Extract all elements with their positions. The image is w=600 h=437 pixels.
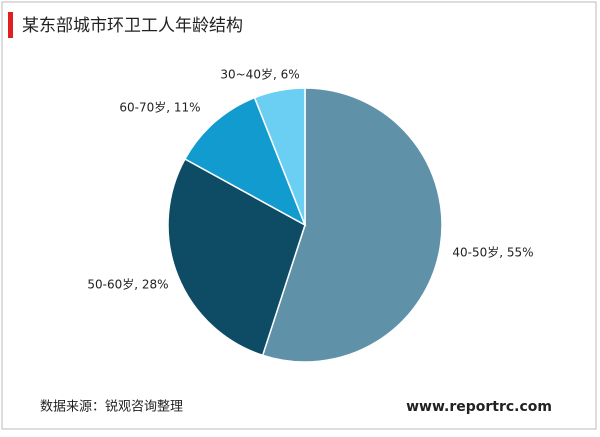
data-label: 30~40岁, 6% (220, 67, 299, 82)
title-marker (8, 12, 13, 38)
data-label: 50-60岁, 28% (87, 277, 168, 292)
data-label: 40-50岁, 55% (452, 245, 533, 260)
pie-slice (261, 87, 443, 363)
data-label: 60-70岁, 11% (119, 100, 200, 115)
source: 数据来源：锐观咨询整理 (40, 400, 183, 415)
pie-slice (183, 96, 307, 227)
pie-slice (167, 157, 306, 357)
website: www.reportrc.com (406, 399, 552, 415)
chart-title: 某东部城市环卫工人年龄结构 (22, 16, 243, 36)
pie-slice (253, 87, 306, 226)
